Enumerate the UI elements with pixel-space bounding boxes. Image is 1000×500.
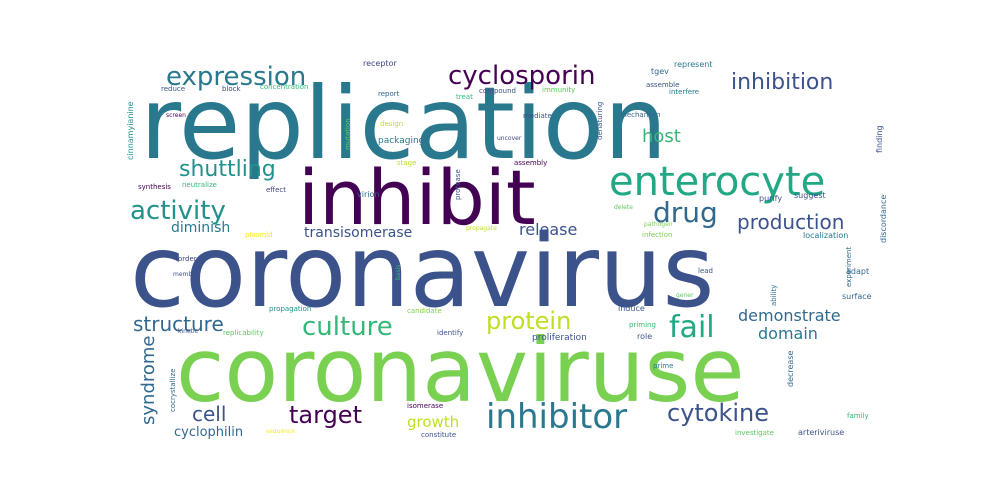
- word-release: release: [519, 220, 578, 239]
- word-cyclophilin: cyclophilin: [174, 425, 244, 440]
- word-stage: stage: [397, 159, 417, 167]
- word-isomerase: isomerase: [407, 402, 444, 410]
- word-proliferation: proliferation: [532, 333, 587, 343]
- word-virion: virion: [357, 190, 380, 199]
- word-tgev: tgev: [651, 67, 669, 76]
- word-assembly: assembly: [514, 159, 548, 167]
- word-infection: infection: [642, 231, 673, 239]
- word-induce: induce: [618, 304, 645, 313]
- word-suggest: suggest: [794, 191, 826, 200]
- word-production: production: [737, 210, 845, 234]
- word-replicability: replicability: [223, 329, 264, 337]
- word-drug: drug: [653, 196, 718, 229]
- word-reduce: reduce: [161, 85, 186, 93]
- word-mechanism: mechanism: [620, 111, 661, 119]
- word-effect: effect: [266, 186, 287, 194]
- word-replication: replication: [140, 65, 668, 182]
- word-domain: domain: [758, 324, 818, 343]
- word-host: host: [642, 126, 681, 147]
- word-assemble: assemble: [646, 81, 680, 89]
- word-coronavirus: coronavirus: [130, 213, 715, 330]
- word-constitute: constitute: [421, 431, 457, 439]
- word-inhibitor: inhibitor: [486, 397, 628, 437]
- word-plasmid: plasmid: [245, 231, 273, 239]
- word-target: target: [289, 401, 362, 429]
- word-family: family: [847, 412, 869, 420]
- word-screen: screen: [166, 112, 186, 119]
- word-cytokine: cytokine: [667, 399, 770, 427]
- word-sequence: sequence: [266, 428, 295, 435]
- word-order: order: [178, 255, 197, 263]
- word-lead: lead: [698, 267, 713, 275]
- word-ability: ability: [770, 284, 778, 306]
- word-syndrome: syndrome: [138, 335, 159, 426]
- word-mediate: mediate: [523, 112, 552, 120]
- word-inhibit: inhibit: [298, 153, 536, 242]
- word-protein: protein: [486, 307, 572, 335]
- word-neutralize: neutralize: [182, 181, 217, 189]
- word-growth: growth: [407, 413, 460, 431]
- word-adapt: adapt: [846, 267, 870, 276]
- word-transisomerase: transisomerase: [304, 225, 413, 241]
- word-culture: culture: [302, 312, 393, 342]
- word-cyclosporin: cyclosporin: [448, 61, 596, 91]
- word-fail: fail: [669, 310, 715, 345]
- word-uncover: uncover: [497, 135, 522, 142]
- word-candidate: candidate: [407, 307, 442, 315]
- word-investigate: investigate: [735, 429, 774, 437]
- word-delete: delete: [614, 204, 633, 211]
- word-member: member: [173, 271, 199, 278]
- word-pathogen: pathogen: [644, 221, 673, 228]
- word-decrease: decrease: [786, 350, 795, 387]
- word-packaging: packaging: [378, 136, 425, 146]
- word-concentration: concentration: [260, 83, 309, 91]
- word-cell: cell: [192, 402, 227, 426]
- word-identify: identify: [437, 329, 464, 337]
- word-role: role: [637, 332, 653, 341]
- word-diminish: diminish: [171, 220, 231, 236]
- word-inhibition: inhibition: [731, 70, 834, 95]
- word-block: block: [222, 85, 241, 93]
- word-demonstrate: demonstrate: [738, 306, 841, 325]
- word-basis: basis: [395, 264, 402, 280]
- word-coronaviruse: coronaviruse: [176, 319, 745, 422]
- word-priming: priming: [629, 321, 656, 329]
- word-cinnamyianine: cinnamyianine: [126, 101, 135, 160]
- word-structure: structure: [133, 312, 224, 336]
- word-shuttling: shuttling: [179, 157, 276, 182]
- word-mutation: mutation: [344, 118, 352, 150]
- word-discordance: discordance: [879, 194, 888, 243]
- word-compound: compound: [479, 87, 516, 95]
- word-design: design: [380, 120, 404, 128]
- word-synthesis: synthesis: [138, 183, 171, 191]
- word-represent: represent: [674, 60, 713, 69]
- word-propagate: propagate: [466, 225, 497, 232]
- word-cocrystallize: cocrystallize: [169, 368, 177, 413]
- word-propagation: propagation: [269, 305, 312, 313]
- word-finding: finding: [875, 125, 884, 153]
- word-prime: prime: [653, 362, 674, 370]
- word-kinetic: kinetic: [178, 328, 198, 335]
- word-activity: activity: [130, 196, 226, 226]
- word-treat: treat: [456, 93, 473, 101]
- word-interfere: interfere: [669, 88, 700, 96]
- word-denaturing: denaturing: [596, 101, 604, 140]
- word-arteriviruse: arteriviruse: [798, 428, 845, 437]
- word-protease: protease: [454, 169, 462, 200]
- word-purify: purify: [759, 194, 783, 203]
- word-enterocyte: enterocyte: [609, 159, 826, 205]
- word-report: report: [378, 90, 400, 98]
- word-surface: surface: [842, 292, 872, 301]
- word-immunity: immunity: [542, 86, 576, 94]
- word-receptor: receptor: [363, 59, 397, 68]
- word-gener: gener: [676, 292, 694, 299]
- word-expression: expression: [166, 62, 307, 92]
- word-localization: localization: [803, 231, 849, 240]
